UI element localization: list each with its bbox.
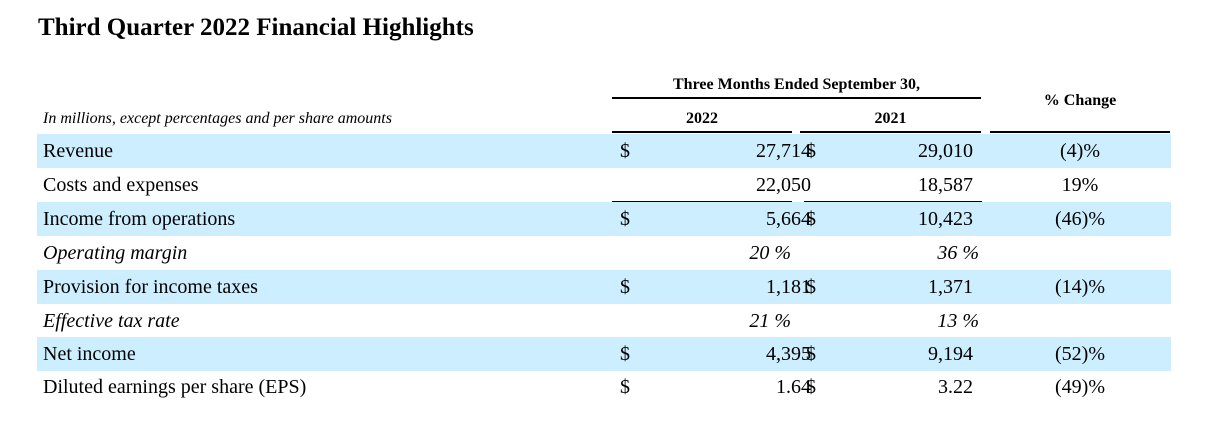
dollar-sign: $: [806, 276, 816, 298]
row-label: Costs and expenses: [43, 174, 199, 196]
table-row-net-income: Net income $ 4,395 $ 9,194 (52)%: [37, 337, 1171, 371]
dollar-sign: $: [806, 140, 816, 162]
dollar-sign: $: [806, 343, 816, 365]
value-2021: 1,371: [928, 276, 973, 298]
value-2022: 1,181: [766, 276, 811, 298]
table-row-diluted-eps: Diluted earnings per share (EPS) $ 1.64 …: [37, 370, 1171, 404]
value-2021: 29,010: [918, 140, 973, 162]
table-row-income-from-operations: Income from operations $ 5,664 $ 10,423 …: [37, 202, 1171, 236]
year-prior-rule: [800, 131, 981, 133]
percent-change: 19%: [1061, 174, 1099, 196]
value-2022: 20 %: [749, 242, 791, 264]
value-2022: 22,050: [756, 174, 811, 196]
year-header-current: 2022: [686, 110, 718, 127]
value-2021: 18,587: [918, 174, 973, 196]
table-row-operating-margin: Operating margin 20 % 36 %: [37, 236, 1171, 270]
dollar-sign: $: [806, 208, 816, 230]
value-2021: 36 %: [937, 242, 979, 264]
percent-change: (14)%: [1055, 276, 1105, 298]
table-row-revenue: Revenue $ 27,714 $ 29,010 (4)%: [37, 134, 1171, 168]
percent-change: (52)%: [1055, 343, 1105, 365]
row-label: Effective tax rate: [43, 310, 180, 332]
value-2021: 9,194: [928, 343, 973, 365]
row-label: Diluted earnings per share (EPS): [43, 376, 307, 398]
dollar-sign: $: [620, 276, 630, 298]
change-header: % Change: [1043, 92, 1117, 109]
row-label: Income from operations: [43, 208, 236, 230]
value-2021: 3.22: [938, 376, 973, 398]
year-header-prior: 2021: [874, 110, 907, 127]
dollar-sign: $: [620, 343, 630, 365]
table-row-effective-tax-rate: Effective tax rate 21 % 13 %: [37, 304, 1171, 338]
value-2022: 5,664: [766, 208, 811, 230]
value-2021: 13 %: [937, 310, 979, 332]
table-row-costs: Costs and expenses 22,050 18,587 19%: [37, 168, 1171, 203]
dollar-sign: $: [806, 376, 816, 398]
units-note: In millions, except percentages and per …: [43, 110, 392, 127]
row-label: Operating margin: [43, 242, 188, 264]
row-label: Revenue: [43, 140, 113, 162]
period-header: Three Months Ended September 30,: [673, 76, 920, 93]
percent-change: (4)%: [1060, 140, 1100, 162]
dollar-sign: $: [620, 140, 630, 162]
value-2022: 1.64: [776, 376, 811, 398]
percent-change: (46)%: [1055, 208, 1105, 230]
value-2022: 21 %: [749, 310, 791, 332]
value-2022: 27,714: [756, 140, 811, 162]
dollar-sign: $: [620, 376, 630, 398]
page-title: Third Quarter 2022 Financial Highlights: [38, 14, 474, 41]
year-current-rule: [612, 131, 792, 133]
percent-change: (49)%: [1055, 376, 1105, 398]
change-rule: [990, 131, 1170, 133]
table-row-provision-for-income-taxes: Provision for income taxes $ 1,181 $ 1,3…: [37, 270, 1171, 304]
value-2021: 10,423: [918, 208, 973, 230]
row-label: Net income: [43, 343, 136, 365]
value-2022: 4,395: [766, 343, 811, 365]
period-header-rule: [612, 97, 981, 99]
dollar-sign: $: [620, 208, 630, 230]
row-label: Provision for income taxes: [43, 276, 258, 298]
